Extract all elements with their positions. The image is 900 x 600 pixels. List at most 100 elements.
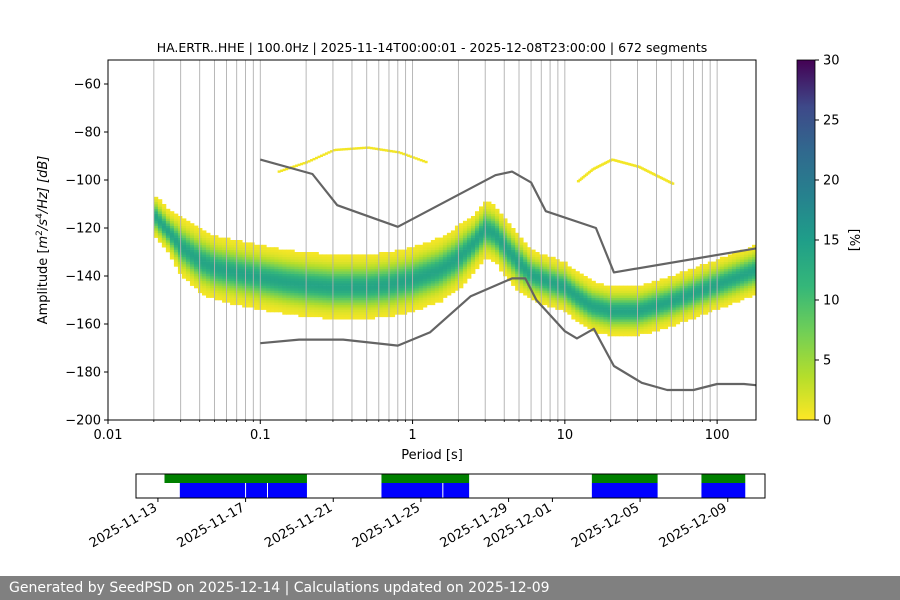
heatmap-cell [462, 242, 468, 246]
heatmap-cell [181, 266, 187, 270]
heatmap-cell [177, 223, 183, 226]
heatmap-cell [390, 261, 396, 265]
heatmap-cell [362, 295, 367, 298]
heatmap-cell [511, 261, 516, 265]
heatmap-cell [334, 271, 339, 274]
heatmap-cell [298, 278, 303, 282]
heatmap-cell [579, 312, 584, 315]
heatmap-cell [454, 235, 460, 238]
heatmap-cell [398, 292, 404, 296]
heatmap-cell [450, 283, 456, 286]
heatmap-cell [470, 254, 476, 258]
heatmap-cell [278, 309, 283, 313]
heatmap-cell [667, 304, 673, 308]
heatmap-cell [579, 321, 584, 325]
heatmap-cell [370, 256, 376, 260]
heatmap-cell [679, 300, 685, 303]
heatmap-cell [394, 288, 400, 291]
heatmap-cell [422, 290, 428, 294]
heatmap-cell [462, 280, 468, 284]
heatmap-cell [218, 242, 223, 246]
heatmap-cell [206, 240, 211, 243]
heatmap-cell [202, 256, 207, 260]
heatmap-cell [719, 271, 725, 274]
heatmap-cell [362, 259, 367, 262]
heatmap-cell [579, 285, 584, 289]
available-period-bar [381, 474, 470, 483]
heatmap-cell [571, 288, 576, 291]
heatmap-cell [623, 297, 628, 301]
heatmap-cell [567, 304, 572, 308]
heatmap-cell [575, 276, 580, 279]
heatmap-cell [499, 244, 504, 248]
heatmap-cell [214, 249, 219, 253]
heatmap-cell [623, 292, 628, 296]
heatmap-cell [350, 268, 355, 272]
heatmap-cell [695, 297, 701, 301]
heatmap-cell [727, 273, 733, 277]
heatmap-cell [430, 252, 436, 255]
heatmap-cell [230, 297, 235, 301]
heatmap-cell [747, 290, 753, 294]
heatmap-cell [651, 283, 657, 286]
heatmap-cell [454, 280, 460, 284]
heatmap-cell [587, 309, 592, 313]
heatmap-cell [326, 283, 331, 286]
heatmap-cell [338, 316, 343, 320]
heatmap-cell [322, 285, 327, 289]
heatmap-cell [274, 278, 279, 282]
heatmap-cell [434, 252, 440, 255]
heatmap-cell [503, 242, 508, 246]
heatmap-cell [466, 256, 472, 260]
heatmap-cell [607, 290, 612, 294]
heatmap-cell [703, 295, 709, 298]
heatmap-cell [627, 314, 632, 318]
heatmap-cell [250, 252, 255, 255]
heatmap-cell [274, 271, 279, 274]
heatmap-cell [306, 307, 311, 310]
heatmap-cell [487, 225, 492, 229]
heatmap-cell [226, 273, 231, 277]
heatmap-cell [302, 292, 307, 296]
heatmap-cell [322, 288, 327, 291]
heatmap-cell [739, 252, 745, 255]
heatmap-cell [302, 276, 307, 279]
heatmap-cell [326, 264, 331, 267]
heatmap-cell [470, 244, 476, 248]
heatmap-cell [731, 273, 737, 277]
heatmap-cell [611, 285, 616, 289]
heatmap-cell [173, 223, 179, 226]
heatmap-cell [563, 307, 568, 310]
heatmap-cell [579, 302, 584, 306]
heatmap-cell [318, 297, 323, 301]
heatmap-cell [454, 285, 460, 289]
heatmap-cell [651, 280, 657, 284]
heatmap-cell [177, 256, 183, 260]
heatmap-cell [655, 297, 661, 301]
heatmap-cell [551, 268, 556, 272]
heatmap-cell [422, 276, 428, 279]
heatmap-cell [302, 297, 307, 301]
heatmap-cell [394, 249, 400, 253]
heatmap-cell [242, 244, 247, 248]
heatmap-cell [743, 290, 749, 294]
heatmap-cell [747, 252, 753, 255]
heatmap-cell [326, 300, 331, 303]
heatmap-outlier-cell [282, 168, 286, 172]
heatmap-cell [731, 256, 737, 260]
heatmap-outlier-cell [295, 164, 299, 167]
heatmap-cell [571, 285, 576, 289]
heatmap-cell [189, 244, 195, 248]
heatmap-cell [595, 328, 600, 332]
heatmap-cell [458, 261, 464, 265]
heatmap-cell [723, 261, 729, 265]
heatmap-cell [458, 271, 464, 274]
heatmap-cell [446, 278, 452, 282]
heatmap-cell [210, 244, 215, 248]
heatmap-cell [206, 295, 211, 298]
heatmap-cell [246, 249, 251, 253]
heatmap-outlier-cell [357, 147, 361, 150]
heatmap-cell [623, 314, 628, 318]
heatmap-cell [270, 283, 275, 286]
heatmap-cell [185, 220, 191, 224]
